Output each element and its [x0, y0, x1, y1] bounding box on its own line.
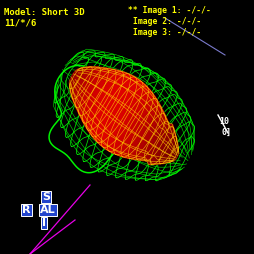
Polygon shape: [75, 67, 100, 107]
Polygon shape: [77, 68, 106, 113]
Polygon shape: [155, 131, 175, 164]
Text: Model: Short 3D: Model: Short 3D: [4, 8, 85, 17]
Polygon shape: [141, 118, 168, 161]
Polygon shape: [103, 83, 145, 149]
Polygon shape: [83, 70, 117, 124]
Polygon shape: [84, 70, 120, 127]
Text: R: R: [22, 205, 30, 215]
Polygon shape: [113, 91, 152, 154]
Text: S: S: [42, 192, 50, 202]
Polygon shape: [108, 86, 149, 152]
Text: ** Image 1: -/-/-: ** Image 1: -/-/-: [128, 6, 211, 15]
Polygon shape: [73, 67, 97, 104]
Polygon shape: [135, 112, 165, 160]
Text: I: I: [42, 218, 46, 228]
Polygon shape: [105, 84, 147, 150]
Text: Image 3: -/-/-: Image 3: -/-/-: [133, 28, 201, 37]
Polygon shape: [115, 93, 154, 155]
Text: 0]: 0]: [221, 128, 231, 136]
Polygon shape: [101, 81, 143, 147]
Polygon shape: [169, 147, 179, 162]
Polygon shape: [93, 75, 133, 139]
Text: 10: 10: [219, 117, 229, 125]
Polygon shape: [95, 76, 136, 141]
Polygon shape: [91, 74, 131, 137]
Text: Image 2: -/-/-: Image 2: -/-/-: [133, 17, 201, 26]
Polygon shape: [80, 69, 112, 119]
Polygon shape: [138, 115, 166, 160]
Polygon shape: [110, 88, 151, 153]
Polygon shape: [147, 124, 170, 161]
Polygon shape: [70, 67, 87, 93]
Polygon shape: [82, 69, 115, 122]
Polygon shape: [97, 77, 138, 144]
Polygon shape: [132, 109, 164, 160]
Polygon shape: [76, 67, 103, 110]
Text: AL: AL: [40, 205, 56, 215]
Polygon shape: [148, 124, 173, 165]
Polygon shape: [89, 73, 128, 135]
Polygon shape: [162, 139, 177, 164]
Polygon shape: [88, 72, 126, 132]
Polygon shape: [70, 68, 83, 89]
Polygon shape: [129, 106, 162, 159]
Polygon shape: [99, 79, 140, 146]
Polygon shape: [118, 96, 156, 156]
Polygon shape: [121, 98, 157, 157]
Polygon shape: [158, 135, 176, 164]
Polygon shape: [72, 67, 93, 100]
Polygon shape: [173, 152, 179, 161]
Polygon shape: [71, 67, 90, 97]
Polygon shape: [151, 128, 174, 165]
Polygon shape: [79, 68, 108, 116]
Polygon shape: [123, 101, 159, 158]
Polygon shape: [126, 103, 161, 158]
Polygon shape: [165, 143, 178, 163]
Polygon shape: [69, 69, 79, 84]
Polygon shape: [86, 71, 123, 130]
Text: 11/*/6: 11/*/6: [4, 19, 36, 28]
Polygon shape: [144, 121, 169, 161]
